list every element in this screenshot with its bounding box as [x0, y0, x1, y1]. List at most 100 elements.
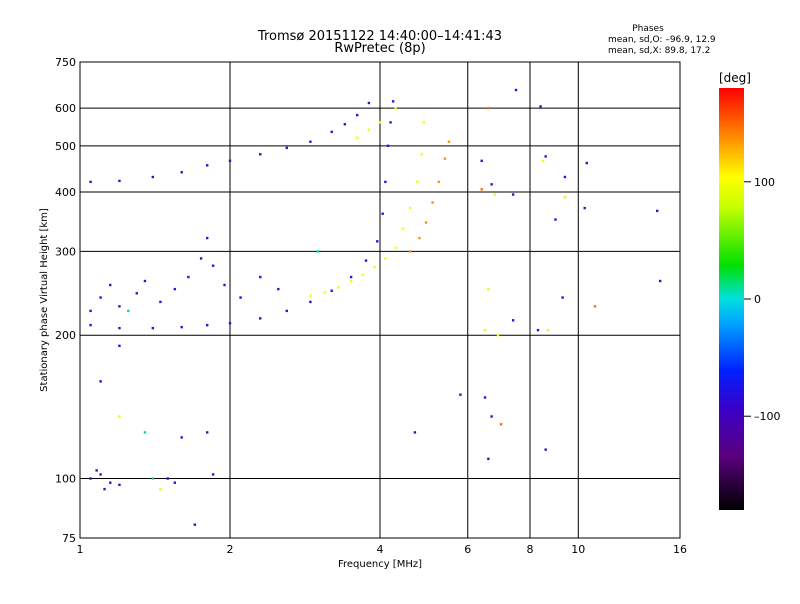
data-point — [99, 473, 102, 476]
data-point — [151, 477, 155, 480]
data-point — [536, 328, 540, 332]
data-point — [143, 279, 147, 283]
data-point — [180, 325, 183, 329]
data-point — [103, 487, 106, 491]
data-point — [349, 275, 353, 279]
data-point — [205, 164, 209, 167]
data-point — [561, 296, 564, 299]
data-point — [511, 193, 515, 196]
y-tick-label: 600 — [55, 102, 76, 115]
data-point — [89, 180, 92, 184]
data-point — [658, 279, 662, 283]
data-point — [420, 153, 423, 156]
data-point — [361, 273, 365, 276]
data-point — [415, 180, 419, 184]
x-tick-label: 8 — [527, 543, 534, 556]
data-point — [199, 257, 203, 260]
data-point — [211, 264, 215, 267]
x-tick-label: 1 — [77, 543, 84, 556]
y-axis-ticks: 75 100 200 300 400 500 600 750 — [55, 56, 76, 545]
data-points — [89, 88, 662, 526]
y-axis-label: Stationary phase Virtual Height [km] — [39, 208, 50, 392]
data-point — [316, 250, 319, 253]
data-point — [483, 328, 487, 332]
data-point — [349, 279, 353, 283]
colorbar-ticks: 100 0 –100 — [744, 176, 781, 423]
data-point — [99, 380, 102, 383]
y-tick-label: 750 — [55, 56, 76, 69]
data-point — [259, 153, 262, 156]
data-point — [239, 296, 242, 299]
data-point — [205, 431, 209, 434]
colorbar — [719, 88, 744, 510]
data-point — [437, 180, 441, 184]
data-point — [544, 448, 547, 451]
plot-frame — [79, 61, 681, 539]
data-point — [413, 431, 417, 434]
data-point — [480, 159, 483, 163]
data-point — [259, 275, 262, 279]
data-point — [109, 481, 112, 484]
data-point — [337, 286, 340, 289]
data-point — [127, 309, 130, 313]
data-point — [118, 344, 121, 348]
data-point — [173, 481, 177, 484]
data-point — [95, 469, 98, 472]
data-point — [384, 180, 387, 184]
data-point — [386, 144, 390, 148]
y-tick-label: 500 — [55, 140, 76, 153]
data-point — [593, 305, 597, 308]
data-point — [480, 188, 483, 191]
chart-title: Tromsø 20151122 14:40:00–14:41:43 — [257, 29, 502, 44]
data-point — [496, 334, 500, 337]
data-point — [173, 287, 177, 291]
data-point — [391, 100, 395, 103]
data-point — [135, 292, 138, 295]
chart-subtitle: RwPretec (8p) — [334, 41, 425, 56]
grid-lines — [80, 62, 680, 538]
data-point — [277, 287, 280, 291]
data-point — [583, 206, 586, 210]
data-point — [99, 296, 102, 299]
data-point — [166, 477, 169, 480]
data-point — [205, 236, 209, 240]
data-point — [499, 423, 503, 426]
data-point — [159, 487, 162, 491]
data-point — [151, 175, 155, 179]
y-tick-label: 200 — [55, 329, 76, 342]
data-point — [376, 240, 379, 243]
data-point — [409, 206, 412, 210]
data-point — [355, 113, 359, 117]
stats-x-mode: mean, sd,X: 89.8, 17.2 — [608, 46, 710, 56]
data-point — [118, 305, 121, 308]
data-point — [422, 121, 426, 124]
x-axis-ticks: 1 2 4 6 8 10 16 — [77, 543, 688, 556]
data-point — [211, 473, 215, 476]
data-point — [228, 321, 232, 325]
data-point — [143, 431, 147, 434]
data-point — [364, 259, 368, 262]
data-point — [459, 393, 462, 396]
data-point — [223, 283, 226, 287]
data-point — [585, 161, 588, 165]
data-point — [309, 294, 312, 298]
data-point — [447, 140, 451, 143]
x-tick-label: 2 — [227, 543, 234, 556]
y-tick-label: 300 — [55, 245, 76, 258]
data-point — [367, 128, 371, 132]
x-tick-label: 4 — [377, 543, 384, 556]
y-tick-label: 400 — [55, 186, 76, 199]
data-point — [285, 146, 288, 150]
data-point — [563, 175, 567, 179]
data-point — [205, 323, 209, 327]
data-point — [431, 201, 434, 204]
data-point — [394, 246, 397, 250]
data-point — [151, 326, 155, 330]
data-point — [409, 250, 412, 253]
data-point — [285, 309, 288, 313]
data-point — [546, 328, 550, 332]
data-point — [539, 105, 542, 108]
data-point — [514, 88, 518, 92]
data-point — [389, 121, 392, 124]
